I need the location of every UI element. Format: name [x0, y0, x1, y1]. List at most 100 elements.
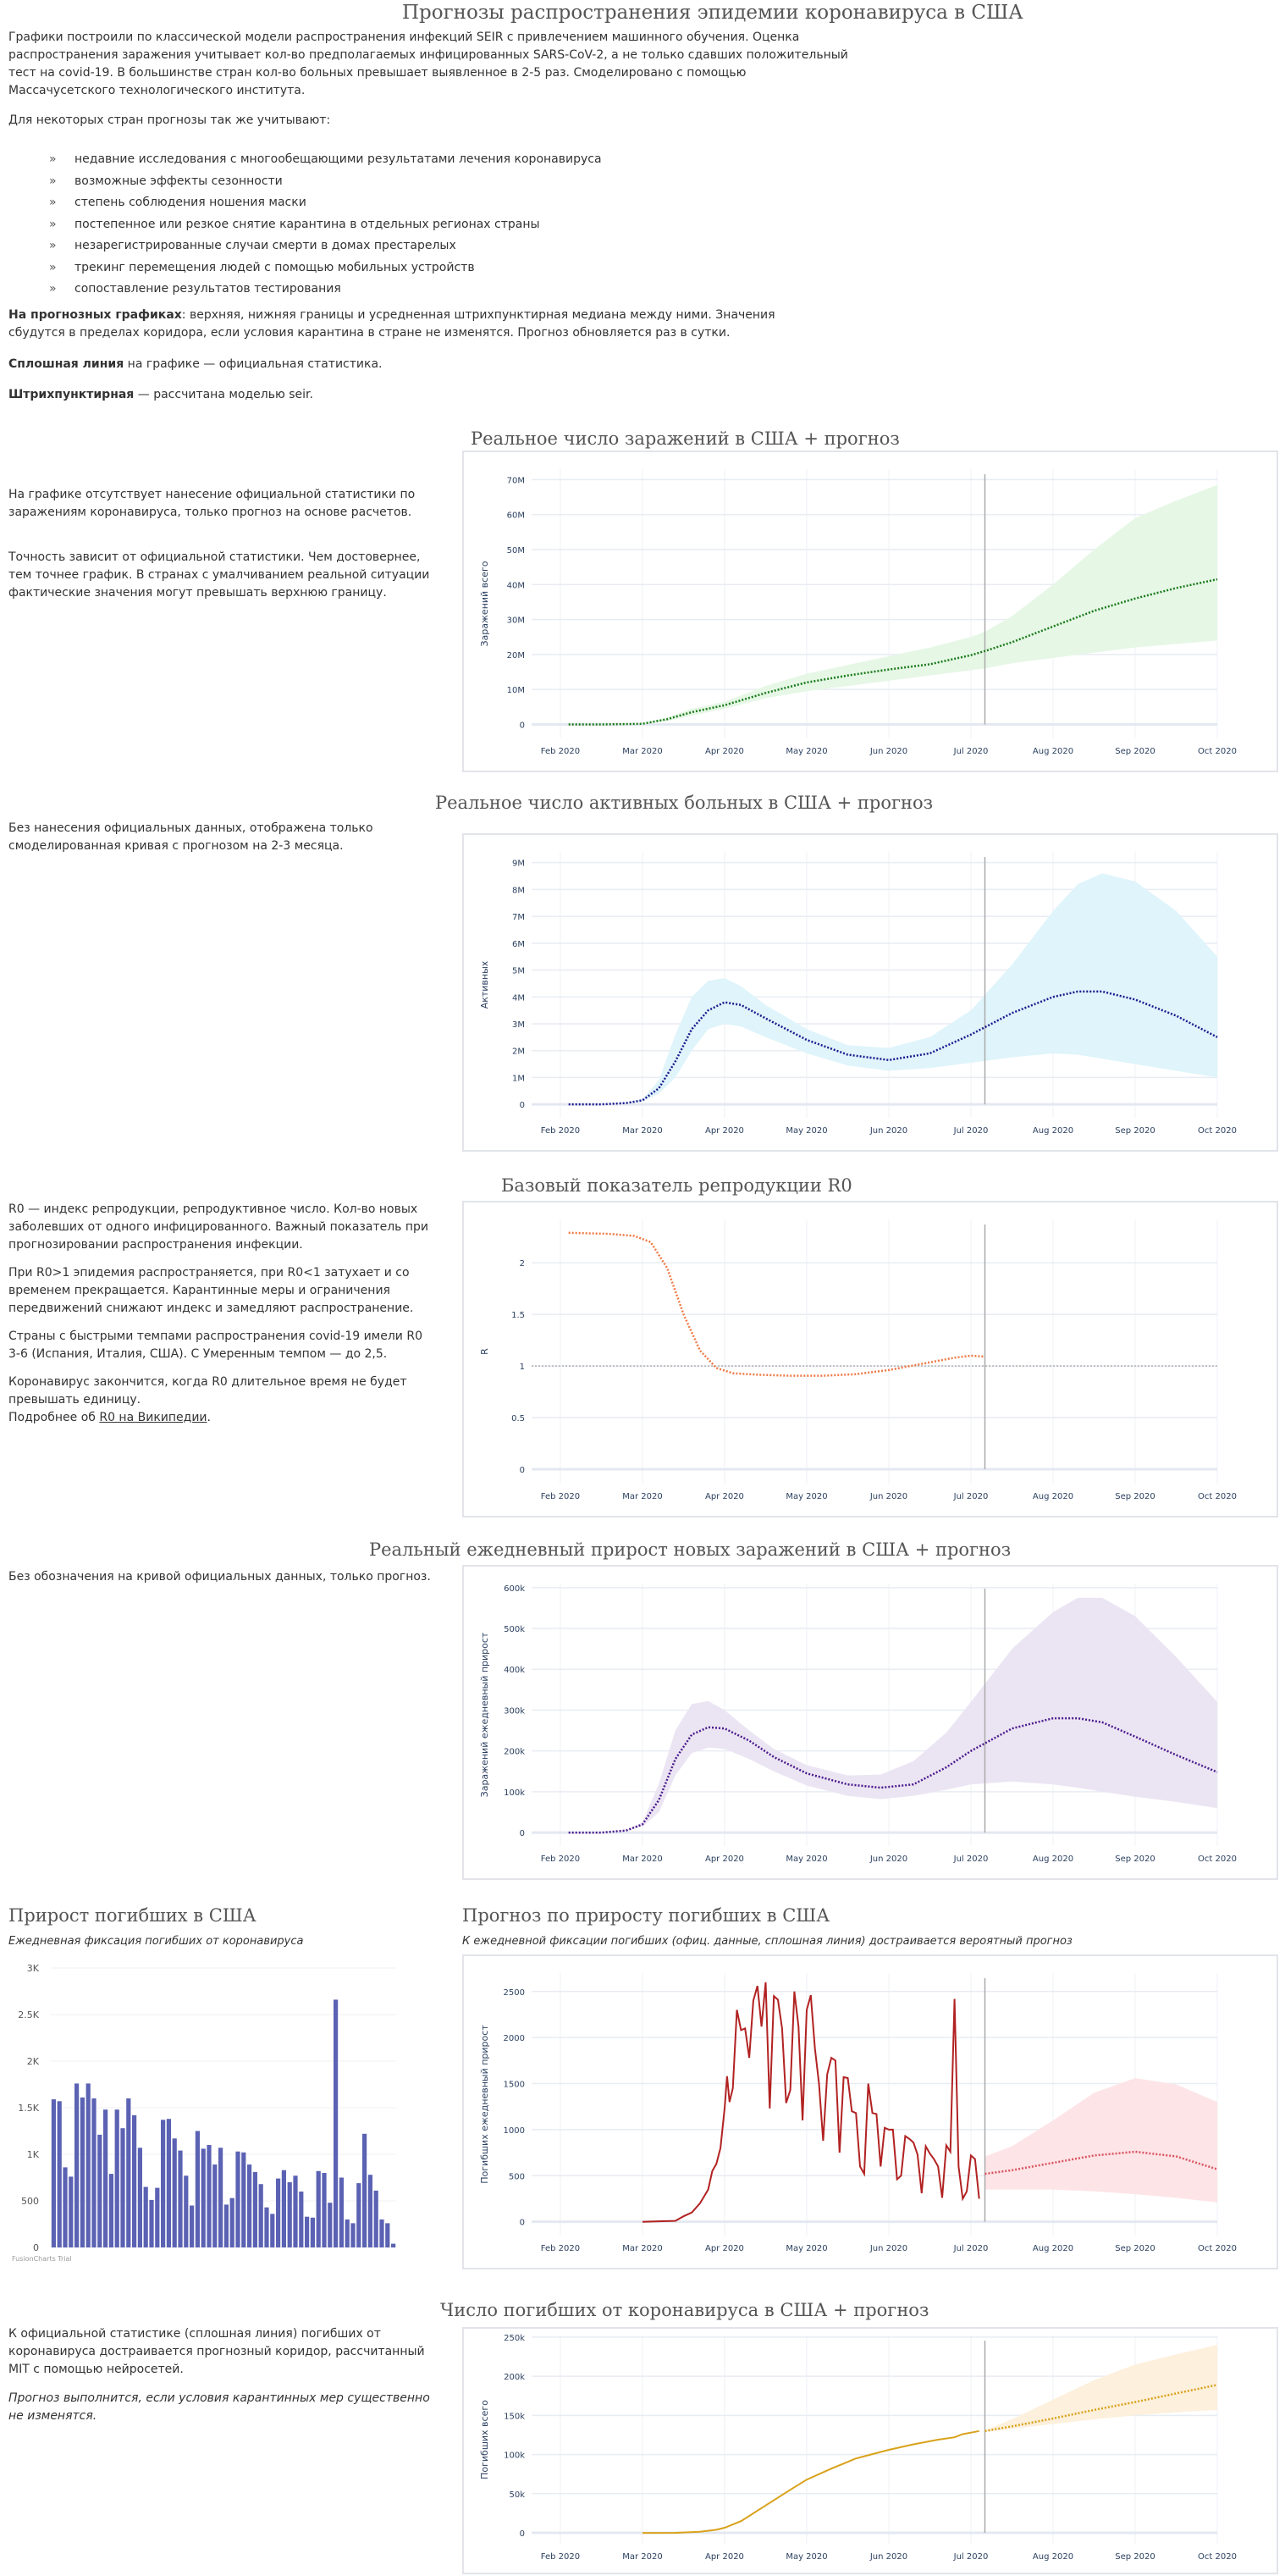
factor-text: недавние исследования с многообещающими …	[74, 152, 602, 166]
y-tick-label: 300k	[504, 1706, 525, 1716]
y-tick-label: 6M	[512, 940, 525, 949]
y-tick-label: 70M	[507, 476, 525, 485]
x-tick-label: Mar 2020	[622, 1855, 663, 1864]
x-tick-label: Feb 2020	[541, 747, 580, 756]
deaths-total-text-2: Прогноз выполнится, если условия каранти…	[8, 2391, 430, 2423]
x-tick-label: Jul 2020	[953, 747, 989, 756]
y-tick-label: 3K	[27, 1963, 40, 1974]
infections-chart-title: Реальное число заражений в США + прогноз	[471, 428, 900, 449]
active-chart-title: Реальное число активных больных в США + …	[435, 793, 934, 813]
y-tick-label: 600k	[504, 1584, 525, 1594]
y-axis-label: Погибших всего	[479, 2400, 490, 2479]
r0-description: R0 — индекс репродукции, репродуктивное …	[8, 1201, 432, 1427]
x-tick-label: Jun 2020	[869, 747, 907, 756]
x-tick-label: Jun 2020	[869, 1492, 907, 1501]
y-tick-label: 60M	[507, 511, 525, 521]
factors-intro: Для некоторых стран прогнозы так же учит…	[8, 113, 331, 127]
forecast-band	[568, 1597, 1217, 1833]
y-tick-label: 2000	[504, 2034, 525, 2043]
bar	[264, 2207, 269, 2247]
dashed-line-text: — рассчитана моделью seir.	[134, 388, 313, 401]
daily-chart: Feb 2020 Mar 2020 Apr 2020 May 2020 Jun 2020…	[479, 1584, 1237, 1864]
intro-paragraph: Графики построили по классической модели…	[8, 30, 848, 97]
x-tick-label: Mar 2020	[622, 1126, 663, 1136]
bar	[345, 2219, 350, 2247]
bar	[223, 2204, 229, 2247]
dashed-line-note: Штрихпунктирная — рассчитана моделью sei…	[8, 386, 313, 404]
x-tick-label: Oct 2020	[1198, 747, 1237, 756]
y-tick-label: 50k	[509, 2490, 525, 2500]
y-tick-label: 50M	[507, 546, 525, 556]
y-tick-label: 100k	[504, 1788, 525, 1798]
x-tick-label: Apr 2020	[705, 1126, 744, 1136]
x-tick-label: Oct 2020	[1198, 2244, 1237, 2253]
infections-chart: Feb 2020 Mar 2020 Apr 2020 May 2020 Jun 2020…	[479, 469, 1237, 756]
factor-item: » незарегистрированные случаи смерти в до…	[8, 235, 838, 257]
bar	[195, 2131, 200, 2247]
bar	[155, 2187, 160, 2247]
r0-chart-frame: Feb 2020 Mar 2020 Apr 2020 May 2020 Jun 2020…	[462, 1201, 1278, 1517]
x-tick-label: Oct 2020	[1198, 1126, 1237, 1136]
bar	[281, 2170, 286, 2247]
bar	[293, 2175, 298, 2247]
r0-more-prefix: Подробнее об	[8, 1411, 100, 1424]
bar	[97, 2134, 102, 2247]
factor-text: сопоставление результатов тестирования	[74, 282, 341, 296]
x-tick-label: Oct 2020	[1198, 2552, 1237, 2562]
bar	[149, 2199, 154, 2247]
deaths-bar-chart: 0 500 1K 1.5K 2K 2.5K 3K FusionCharts Trial	[12, 1963, 396, 2263]
bar	[108, 2174, 113, 2247]
x-tick-label: Jun 2020	[869, 1855, 907, 1864]
bar	[391, 2243, 396, 2247]
infections-chart-frame: Feb 2020 Mar 2020 Apr 2020 May 2020 Jun 2020…	[462, 451, 1278, 772]
y-tick-label: 0.5	[511, 1414, 525, 1423]
bar	[276, 2178, 281, 2247]
y-tick-label: 1000	[504, 2126, 525, 2136]
y-tick-label: 40M	[507, 581, 525, 590]
x-tick-label: Aug 2020	[1033, 1855, 1073, 1864]
y-tick-label: 2.5K	[18, 2009, 39, 2020]
x-tick-label: Mar 2020	[622, 2244, 663, 2253]
bar	[114, 2109, 119, 2247]
x-tick-label: Apr 2020	[705, 1855, 744, 1864]
factor-text: незарегистрированные случаи смерти в дом…	[74, 239, 456, 252]
y-tick-label: 1.5K	[18, 2103, 39, 2114]
infections-text-2: Точность зависит от официальной статисти…	[8, 550, 430, 600]
bar	[362, 2133, 367, 2247]
bullet-mark-icon: »	[49, 239, 57, 252]
median-forecast-line	[984, 2384, 1218, 2433]
factor-item: » постепенное или резкое снятие карантина…	[8, 214, 838, 236]
r0-line	[568, 1231, 985, 1377]
r0-wikipedia-link[interactable]: R0 на Википедии	[99, 1411, 207, 1424]
x-tick-label: Jul 2020	[953, 2244, 989, 2253]
y-axis-label: Активных	[479, 960, 490, 1009]
deaths-total-chart: Feb 2020 Mar 2020 Apr 2020 May 2020 Jun 2020…	[479, 2334, 1237, 2562]
active-chart: Feb 2020 Mar 2020 Apr 2020 May 2020 Jun 2020…	[479, 852, 1237, 1136]
x-tick-label: May 2020	[786, 2552, 827, 2562]
x-tick-label: Oct 2020	[1198, 1855, 1237, 1864]
bar	[235, 2151, 240, 2247]
x-tick-label: Jul 2020	[953, 2552, 989, 2562]
bullet-mark-icon: »	[49, 260, 57, 274]
x-tick-label: Aug 2020	[1033, 747, 1073, 756]
x-tick-label: Feb 2020	[541, 1855, 580, 1864]
median-forecast-line	[568, 1716, 1218, 1834]
y-tick-label: 400k	[504, 1666, 525, 1675]
infections-text-1: На графике отсутствует нанесение официал…	[8, 488, 416, 519]
bar	[229, 2197, 234, 2247]
bar	[57, 2101, 62, 2247]
y-tick-label: 7M	[512, 913, 525, 922]
y-tick-label: 1.5	[511, 1311, 525, 1320]
bar	[373, 2190, 378, 2247]
x-tick-label: Mar 2020	[622, 747, 663, 756]
x-tick-label: Sep 2020	[1115, 1126, 1155, 1136]
median-forecast-line	[984, 2150, 1218, 2175]
bar	[322, 2173, 327, 2247]
bar	[207, 2145, 212, 2247]
x-tick-label: Jun 2020	[869, 2552, 907, 2562]
deaths-total-text-1: К официальной статистике (сплошная линия…	[8, 2327, 425, 2376]
bar	[91, 2098, 97, 2247]
y-tick-label: 3M	[512, 1020, 525, 1030]
y-tick-label: 1500	[504, 2081, 525, 2090]
x-tick-label: Sep 2020	[1115, 2244, 1155, 2253]
